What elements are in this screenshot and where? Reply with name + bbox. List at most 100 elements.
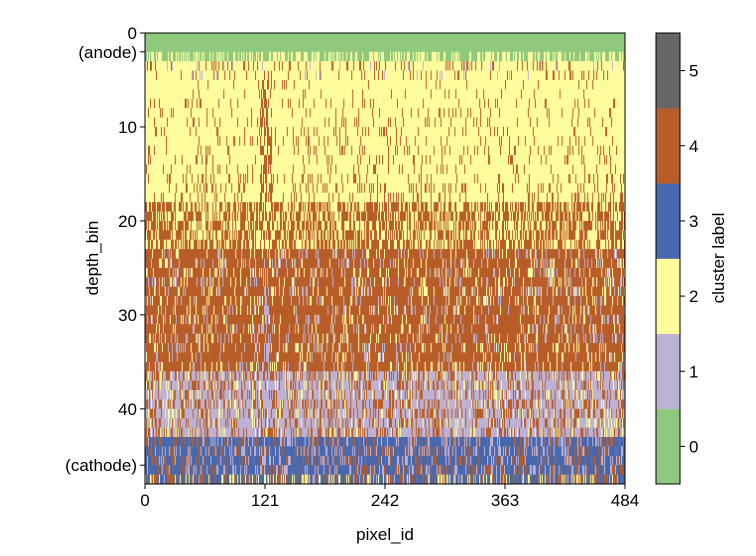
heatmap-cell <box>599 258 601 269</box>
heatmap-cell <box>156 314 159 325</box>
heatmap-cell <box>313 51 315 62</box>
heatmap-cell <box>395 258 399 269</box>
heatmap-cell <box>316 70 320 81</box>
heatmap-cell <box>190 343 192 353</box>
heatmap-cell <box>294 305 297 316</box>
heatmap-cell <box>426 183 429 194</box>
heatmap-cell <box>218 136 220 147</box>
heatmap-cell <box>266 155 269 165</box>
heatmap-cell <box>610 220 615 231</box>
heatmap-cell <box>146 202 150 212</box>
heatmap-cell <box>345 249 347 259</box>
heatmap-cell <box>466 61 469 71</box>
heatmap-cell <box>483 230 485 241</box>
heatmap-cell <box>533 202 538 212</box>
heatmap-cell <box>409 70 412 81</box>
heatmap-cell <box>498 314 521 325</box>
heatmap-cell <box>254 249 256 259</box>
heatmap-cell <box>425 79 427 90</box>
heatmap-cell <box>238 258 242 269</box>
heatmap-cell <box>220 211 224 222</box>
heatmap-cell <box>266 126 270 137</box>
heatmap-cell <box>568 173 571 184</box>
heatmap-cell <box>340 61 347 71</box>
heatmap-cell <box>309 61 311 71</box>
heatmap-cell <box>218 333 221 344</box>
heatmap-cell <box>194 117 199 128</box>
heatmap-cell <box>190 305 196 316</box>
heatmap-cell <box>613 183 615 194</box>
heatmap-cell <box>350 305 360 316</box>
heatmap-cell <box>287 70 290 81</box>
heatmap-cell <box>512 202 516 212</box>
heatmap-cell <box>225 202 227 212</box>
heatmap-cell <box>181 202 183 212</box>
heatmap-cell <box>462 258 464 269</box>
heatmap-cell <box>578 136 580 147</box>
heatmap-cell <box>174 305 177 316</box>
heatmap-cell <box>153 117 156 128</box>
heatmap-cell <box>187 277 197 287</box>
heatmap-cell <box>386 136 389 147</box>
heatmap-cell <box>288 61 292 71</box>
heatmap-cell <box>200 333 204 344</box>
heatmap-cell <box>219 164 221 175</box>
heatmap-cell <box>209 296 225 306</box>
heatmap-cell <box>501 145 510 156</box>
heatmap-cell <box>481 239 483 250</box>
heatmap-cell <box>405 211 408 222</box>
heatmap-cell <box>293 136 297 147</box>
heatmap-cell <box>456 333 460 344</box>
heatmap-cell <box>275 211 281 222</box>
heatmap-cell <box>566 324 568 334</box>
heatmap-cell <box>477 277 482 287</box>
heatmap-cell <box>360 173 367 184</box>
heatmap-cell <box>334 230 337 241</box>
heatmap-cell <box>417 333 420 344</box>
heatmap-cell <box>331 267 333 278</box>
heatmap-cell <box>198 192 202 203</box>
heatmap-cell <box>469 61 471 71</box>
heatmap-cell <box>172 108 175 118</box>
heatmap-cell <box>456 183 462 194</box>
heatmap-cell <box>357 202 360 212</box>
heatmap-cell <box>337 249 345 259</box>
heatmap-cell <box>243 324 245 334</box>
heatmap-cell <box>239 51 242 62</box>
heatmap-cell <box>206 202 209 212</box>
heatmap-cell <box>341 258 343 269</box>
heatmap-cell <box>409 230 412 241</box>
heatmap-cell <box>323 136 325 147</box>
heatmap-cell <box>197 79 199 90</box>
heatmap-cell <box>270 211 273 222</box>
heatmap-cell <box>195 258 197 269</box>
heatmap-cell <box>450 267 452 278</box>
heatmap-cell <box>460 155 462 165</box>
heatmap-cell <box>336 220 342 231</box>
heatmap-cell <box>173 267 176 278</box>
heatmap-cell <box>498 202 500 212</box>
heatmap-cell <box>335 305 337 316</box>
heatmap-cell <box>439 267 442 278</box>
heatmap-cell <box>564 239 566 250</box>
heatmap-cell <box>555 230 558 241</box>
heatmap-cell <box>183 314 186 325</box>
heatmap-cell <box>475 211 479 222</box>
heatmap-cell <box>350 314 352 325</box>
heatmap-cell <box>597 333 601 344</box>
heatmap-cell <box>568 211 571 222</box>
heatmap-cell <box>245 239 247 250</box>
heatmap-cell <box>365 98 371 109</box>
heatmap-cell <box>293 239 297 250</box>
heatmap-cell <box>262 202 264 212</box>
heatmap-cell <box>473 333 476 344</box>
heatmap-cell <box>184 98 187 109</box>
heatmap-cell <box>535 230 541 241</box>
heatmap-cell <box>575 324 583 334</box>
heatmap-cell <box>511 277 514 287</box>
heatmap-cell <box>571 286 574 297</box>
heatmap-cell <box>520 220 523 231</box>
heatmap-cell <box>275 258 279 269</box>
heatmap-cell <box>330 164 332 175</box>
heatmap-cell <box>405 136 408 147</box>
